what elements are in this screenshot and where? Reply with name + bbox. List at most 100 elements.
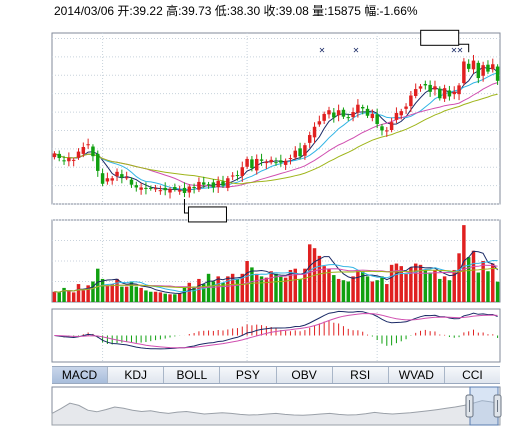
candle-body: [177, 190, 182, 192]
volume-bar: [495, 281, 500, 302]
volume-bar: [163, 293, 167, 302]
volume-bar: [288, 269, 293, 302]
candle-body: [476, 62, 481, 79]
candle-body: [158, 190, 163, 192]
candle-body: [245, 158, 249, 167]
marker-icon: ✕: [457, 46, 464, 55]
volume-bar: [462, 225, 466, 302]
tab-kdj[interactable]: KDJ: [108, 367, 165, 383]
tab-boll[interactable]: BOLL: [164, 367, 221, 383]
candle-body: [202, 182, 206, 185]
candle-body: [110, 178, 114, 181]
indicator-tabs: MACD KDJ BOLL PSY OBV RSI WVAD CCI: [52, 366, 500, 384]
volume-bar: [158, 292, 163, 302]
tab-rsi[interactable]: RSI: [333, 367, 389, 383]
volume-bar: [226, 276, 230, 302]
volume-bar: [274, 273, 278, 302]
volume-bar: [254, 273, 259, 302]
volume-bar: [346, 281, 350, 302]
volume-bar: [149, 291, 153, 302]
volume-bar: [365, 276, 370, 302]
tab-psy[interactable]: PSY: [220, 367, 277, 383]
candle-body: [235, 175, 240, 177]
candle-body: [100, 173, 105, 184]
volume-bar: [442, 276, 447, 302]
candle-body: [351, 112, 355, 118]
volume-bar: [240, 273, 245, 302]
volume-bar: [52, 291, 57, 302]
candle-body: [67, 158, 71, 162]
candle-body: [197, 181, 201, 190]
volume-bar: [389, 264, 394, 302]
candle-body: [283, 160, 288, 165]
candle-body: [144, 187, 148, 189]
volume-bar: [144, 290, 148, 302]
candle-body: [226, 178, 230, 188]
candle-body: [216, 181, 220, 187]
candle-body: [105, 178, 110, 182]
candle-body: [418, 86, 423, 89]
tab-obv[interactable]: OBV: [277, 367, 333, 383]
candle-body: [336, 110, 341, 116]
volume-bar: [404, 273, 408, 302]
marker-icon: ✕: [319, 46, 326, 55]
volume-bar: [230, 273, 235, 302]
volume-bar: [307, 244, 312, 302]
candle-body: [341, 109, 346, 117]
navigator-area: [51, 400, 501, 426]
volume-bar: [182, 286, 187, 302]
tab-cci[interactable]: CCI: [462, 368, 483, 382]
candle-body: [471, 60, 476, 70]
candle-body: [312, 126, 317, 138]
volume-bar: [269, 271, 273, 302]
volume-ma30-line: [54, 267, 498, 293]
candle-body: [457, 85, 461, 95]
volume-bar: [385, 284, 389, 302]
volume-bar: [100, 278, 105, 302]
candle-body: [71, 159, 76, 161]
tab-wvad[interactable]: WVAD: [389, 367, 445, 383]
candle-body: [149, 187, 153, 189]
candle-body: [259, 159, 264, 161]
candle-body: [433, 86, 437, 90]
candle-body: [211, 182, 216, 188]
volume-bar: [168, 294, 172, 302]
volume-bar: [245, 261, 249, 302]
volume-bar: [332, 275, 336, 302]
candle-body: [173, 186, 177, 190]
candle-body: [462, 61, 466, 84]
annotation-box: [187, 206, 227, 223]
volume-bar: [438, 278, 442, 302]
candle-body: [452, 91, 456, 95]
volume-bar: [491, 263, 495, 302]
volume-bar: [71, 292, 76, 302]
candle-body: [447, 90, 452, 97]
candle-body: [486, 64, 490, 72]
volume-bar: [259, 276, 264, 302]
candle-body: [293, 150, 298, 158]
volume-bar: [197, 278, 201, 302]
quote-header: 2014/03/06 开:39.22 高:39.73 低:38.30 收:39.…: [54, 4, 418, 18]
volume-bar: [124, 286, 129, 302]
candle-body: [389, 122, 394, 130]
marker-icon: ✕: [353, 46, 360, 55]
candle-body: [134, 185, 139, 188]
candle-body: [409, 95, 413, 107]
tab-macd[interactable]: MACD: [52, 367, 109, 383]
candle-body: [375, 114, 379, 125]
volume-bar: [129, 281, 134, 302]
candle-body: [254, 158, 259, 171]
volume-bar: [105, 285, 110, 302]
volume-bar: [173, 294, 177, 302]
navigator-selection[interactable]: [469, 386, 499, 426]
volume-bar: [486, 271, 490, 302]
volume-bar: [192, 286, 196, 302]
volume-bar: [428, 272, 432, 302]
candle-body: [168, 189, 172, 193]
volume-bar: [115, 278, 119, 302]
volume-bar: [91, 281, 95, 302]
candle-body: [442, 88, 447, 99]
volume-bar: [279, 276, 283, 302]
volume-bar: [134, 286, 139, 302]
candle-body: [250, 159, 254, 169]
